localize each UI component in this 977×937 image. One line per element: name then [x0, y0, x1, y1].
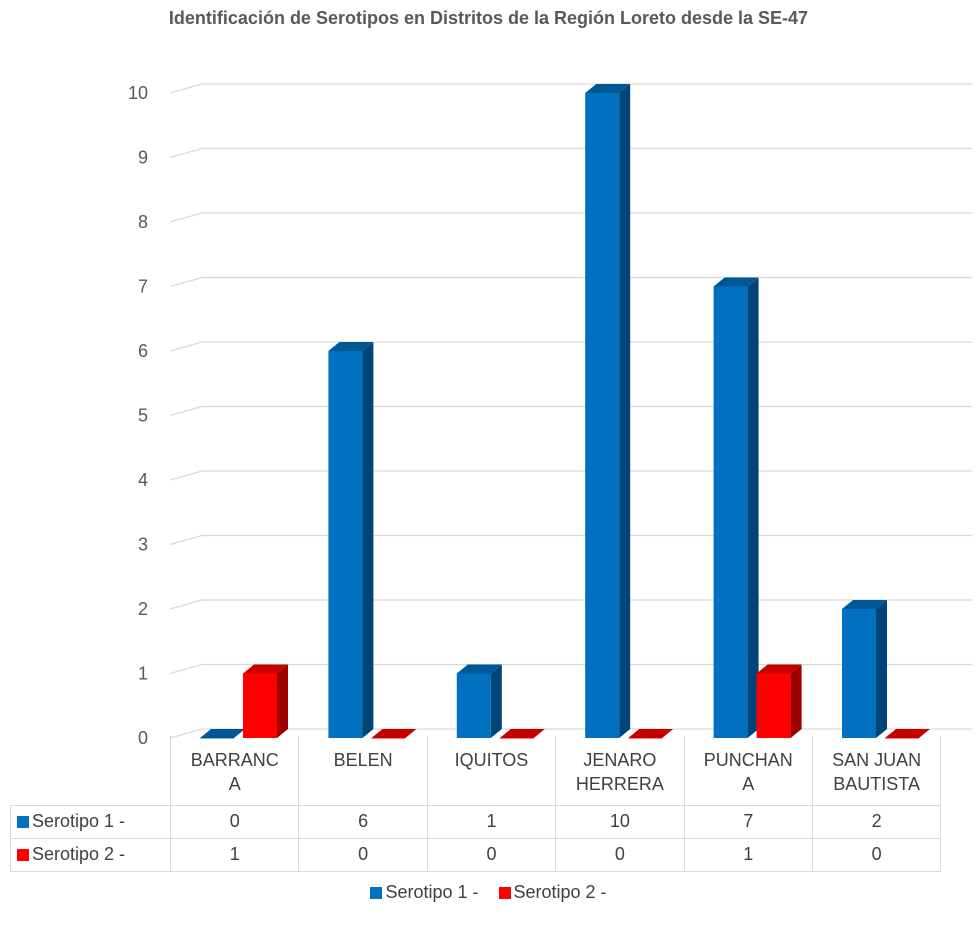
- y-tick-label: 8: [138, 212, 148, 232]
- table-cell-value: 0: [298, 837, 428, 872]
- category-label: SAN JUAN BAUTISTA: [811, 736, 942, 806]
- table-cell-value: 0: [555, 837, 685, 872]
- y-tick-label: 5: [138, 406, 148, 426]
- bar-2-punchana: [756, 664, 802, 738]
- bar-1-punchana: [713, 277, 759, 738]
- series-row-label: Serotipo 2 -: [10, 837, 171, 872]
- category-label: BARRANC A: [169, 736, 300, 806]
- gridline: [169, 341, 973, 352]
- bar-1-jenaro-herrera: [585, 84, 631, 738]
- gridline: [169, 470, 973, 481]
- y-tick-label: 10: [128, 83, 148, 103]
- table-row: Serotipo 1 -0 6 1 10 7 2: [10, 804, 942, 839]
- data-table: BARRANC A BELEN IQUITOS JENARO HERRERA PUNCHAN…: [10, 736, 942, 872]
- legend-swatch: [370, 887, 383, 899]
- table-cell-value: 0: [426, 837, 557, 872]
- y-tick-label: 7: [138, 277, 148, 297]
- table-cell-value: 1: [169, 837, 300, 872]
- category-label: IQUITOS: [426, 736, 557, 806]
- legend-item: Serotipo 1 -: [370, 882, 479, 903]
- category-label: JENARO HERRERA: [555, 736, 685, 806]
- y-tick-label: 6: [138, 341, 148, 361]
- y-tick-label: 9: [138, 148, 148, 168]
- legend-item: Serotipo 2 -: [498, 882, 607, 903]
- category-label: PUNCHAN A: [683, 736, 813, 806]
- bars: [200, 84, 930, 739]
- series-row-label: Serotipo 1 -: [10, 804, 171, 839]
- table-cell-value: 0: [169, 804, 300, 839]
- table-cell-value: 1: [683, 837, 813, 872]
- bar-1-belen: [328, 342, 374, 738]
- y-tick-label: 3: [138, 535, 148, 555]
- y-tick-label: 4: [138, 470, 148, 490]
- chart-title: Identificación de Serotipos en Distritos…: [168, 8, 809, 28]
- gridline: [169, 212, 973, 223]
- gridline: [169, 147, 973, 159]
- table-cell-value: 0: [811, 837, 942, 872]
- y-tick-label: 0: [138, 728, 148, 748]
- table-cell-value: 6: [298, 804, 428, 839]
- bar-2-barranca: [243, 664, 288, 738]
- y-axis-tick-labels: 0 1 2 3 4 5 6 7 8 9 10: [128, 83, 148, 748]
- gridline: [169, 83, 973, 94]
- y-tick-label: 1: [138, 664, 148, 684]
- bar-1-san-juan-bautista: [842, 600, 887, 738]
- table-cell-value: 10: [555, 804, 685, 839]
- legend: Serotipo 1 - Serotipo 2 -: [0, 882, 977, 903]
- table-cell-value: 2: [811, 804, 942, 839]
- category-label: BELEN: [298, 736, 428, 806]
- series-swatch: [17, 849, 29, 861]
- bar-1-iquitos: [456, 664, 502, 738]
- gridline: [169, 276, 973, 288]
- table-cell-value: 1: [426, 804, 557, 839]
- y-tick-label: 2: [138, 599, 148, 619]
- gridline: [169, 534, 973, 546]
- series-swatch: [17, 816, 29, 828]
- legend-swatch: [498, 887, 511, 899]
- gridline: [169, 405, 973, 417]
- table-cell-value: 7: [683, 804, 813, 839]
